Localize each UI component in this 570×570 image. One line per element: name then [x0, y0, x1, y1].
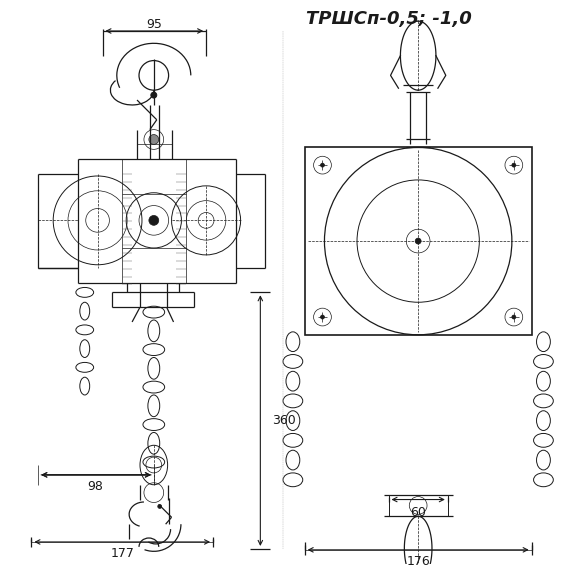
Text: 95: 95: [146, 18, 162, 31]
Circle shape: [320, 163, 324, 167]
Circle shape: [149, 135, 158, 144]
Circle shape: [512, 315, 516, 319]
Text: 360: 360: [272, 414, 296, 427]
Text: 177: 177: [111, 547, 134, 560]
Circle shape: [151, 92, 157, 98]
Circle shape: [158, 504, 162, 508]
Text: 98: 98: [88, 480, 104, 493]
Circle shape: [149, 215, 158, 225]
Circle shape: [512, 163, 516, 167]
Bar: [389, 495, 448, 516]
Bar: [305, 148, 532, 335]
Text: ТРШСп-0,5; -1,0: ТРШСп-0,5; -1,0: [306, 10, 471, 28]
Text: 60: 60: [410, 506, 426, 519]
Circle shape: [320, 315, 324, 319]
Circle shape: [415, 238, 421, 244]
Text: 176: 176: [406, 555, 430, 568]
